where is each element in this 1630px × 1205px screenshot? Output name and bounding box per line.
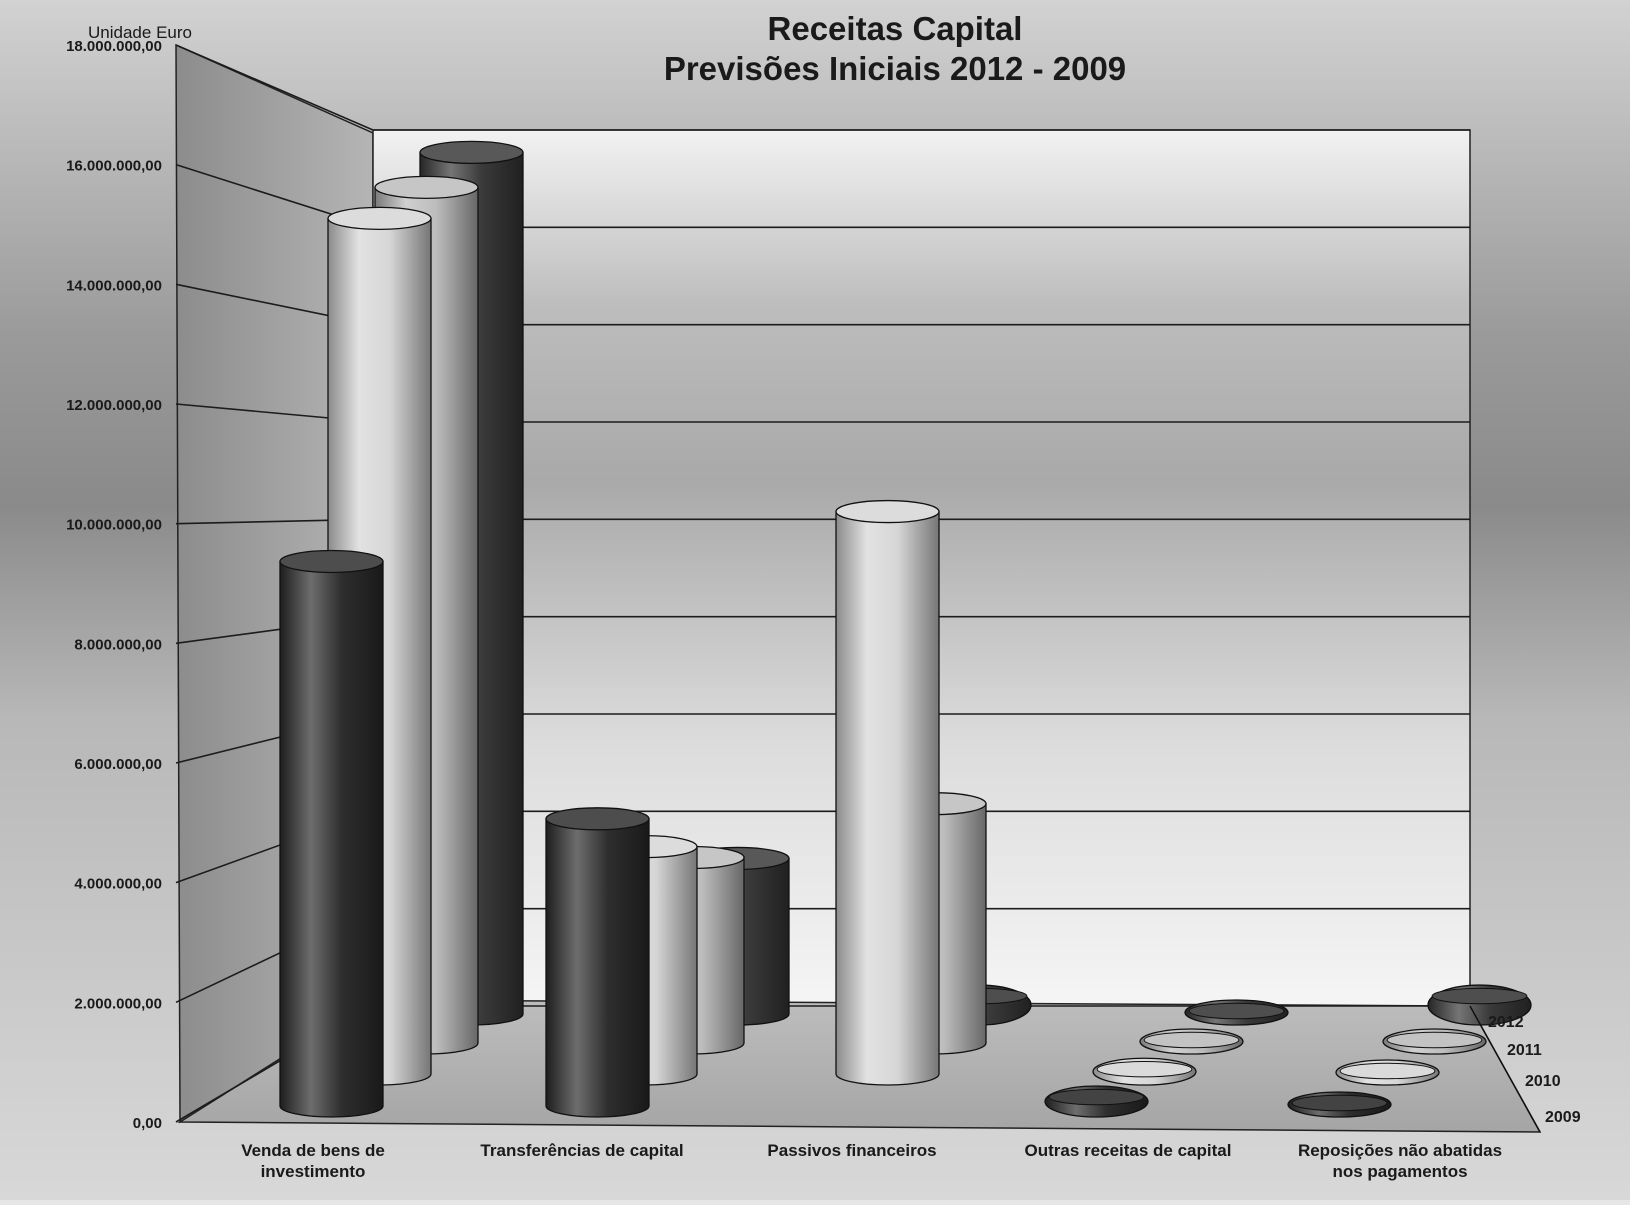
bar-2010-3 [835,499,940,1086]
y-tick-label: 4.000.000,00 [74,876,162,893]
series-label-2010: 2010 [1525,1073,1561,1090]
bar-2009-4 [1044,1085,1149,1118]
series-label-2012: 2012 [1488,1014,1524,1031]
y-tick-label: 14.000.000,00 [66,277,162,294]
bar-top [419,140,524,165]
bar-top [1431,987,1528,1005]
bar-top [327,206,432,231]
category-label: Reposições não abatidas [1298,1141,1502,1160]
series-depth-labels: 2009 2010 2011 2012 [1469,1005,1581,1133]
y-tick-label: 6.000.000,00 [74,756,162,773]
bar-top [1291,1094,1388,1112]
bar-2009-2 [545,807,650,1118]
bar-body [545,818,650,1118]
series-label-2009: 2009 [1545,1109,1581,1126]
y-tick-label: 0,00 [133,1115,162,1132]
bar-2011-5 [1382,1028,1487,1055]
category-label: Passivos financeiros [767,1141,936,1160]
bar-top [1048,1088,1145,1106]
depth-axis-line [1469,1005,1541,1133]
bar-2012-5 [1427,984,1532,1026]
category-labels: Venda de bens de investimento Transferênci… [241,1141,1502,1181]
y-tick-label: 18.000.000,00 [66,38,162,55]
bar-top [374,175,479,200]
bar-top [1339,1062,1436,1080]
bars [279,140,1532,1118]
y-tick-label: 10.000.000,00 [66,517,162,534]
bar-top [279,549,384,574]
side-grid-line [175,44,374,131]
bar-top [835,499,940,524]
bar-2010-5 [1335,1059,1440,1086]
bar-top [1386,1031,1483,1049]
y-tick-label: 2.000.000,00 [74,995,162,1012]
y-axis-ticks: 0,00 2.000.000,00 4.000.000,00 6.000.000,00… [66,38,162,1132]
series-label-2011: 2011 [1507,1042,1542,1059]
bar-2012-4 [1184,999,1289,1026]
category-label: investimento [261,1162,366,1181]
bar-top [545,807,650,831]
y-tick-label: 8.000.000,00 [74,636,162,653]
chart-subtitle: Previsões Iniciais 2012 - 2009 [664,50,1126,87]
bar-body [279,560,384,1118]
bar-top [1096,1061,1193,1078]
bar-top [1143,1031,1240,1049]
bar-2011-4 [1139,1028,1244,1055]
bar-top [1188,1002,1285,1020]
y-tick-label: 12.000.000,00 [66,397,162,414]
category-label: Transferências de capital [480,1141,683,1160]
bar-2009-1 [279,549,384,1118]
category-label: Venda de bens de [241,1141,385,1160]
bar-2010-4 [1092,1057,1197,1086]
category-label: Outras receitas de capital [1025,1141,1232,1160]
y-tick-label: 16.000.000,00 [66,158,162,175]
chart-title: Receitas Capital [768,10,1023,47]
bar-2009-5 [1287,1091,1392,1118]
bar-body [835,510,940,1086]
unit-label: Unidade Euro [88,23,192,42]
category-label: nos pagamentos [1332,1162,1467,1181]
